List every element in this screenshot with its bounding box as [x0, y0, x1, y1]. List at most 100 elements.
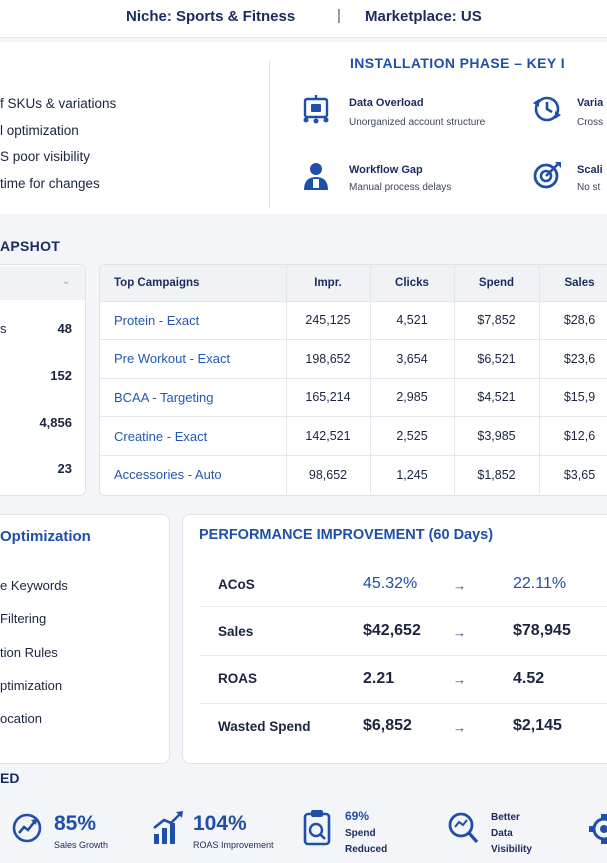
table-cell: 245,125 [286, 301, 371, 341]
challenge-item: S poor visibility [0, 149, 91, 164]
metric-after: $2,145 [513, 717, 562, 734]
challenges-panel [0, 42, 607, 214]
stat-caption: ROAS Improvement [193, 840, 274, 850]
scaling-target-icon [531, 160, 563, 192]
stat-caption: Better [491, 812, 520, 823]
table-cell: $7,852 [454, 301, 540, 341]
performance-title: PERFORMANCE IMPROVEMENT (60 Days) [199, 527, 494, 543]
table-cell: $6,521 [454, 339, 540, 379]
table-cell: 198,652 [286, 339, 371, 379]
table-header-row: Top Campaigns Impr. Clicks Spend Sales [100, 265, 607, 302]
snapshot-row-value: 23 [57, 461, 72, 476]
table-cell: $3,65 [539, 455, 607, 494]
spend-clipboard-icon [301, 808, 333, 846]
installation-phase-title: INSTALLATION PHASE – KEY I [350, 55, 565, 71]
optimization-title: Optimization [0, 528, 91, 545]
table-cell: $4,521 [454, 378, 540, 418]
arrow-right-icon: → [453, 720, 466, 735]
table-row: Protein - Exact 245,125 4,521 $7,852 $28… [100, 301, 607, 341]
table-row: Accessories - Auto 98,652 1,245 $1,852 $… [100, 455, 607, 494]
column-header[interactable]: Spend [454, 265, 540, 302]
stat-caption: Spend [345, 828, 376, 839]
stat-caption: Visibility [491, 844, 532, 855]
issue-title: Workflow Gap [349, 164, 423, 176]
metric-label: Sales [218, 624, 254, 639]
campaign-link[interactable]: Accessories - Auto [100, 455, 287, 494]
vertical-divider [269, 60, 270, 208]
chevron-down-icon[interactable]: ⌄ [62, 276, 71, 287]
metric-before: $6,852 [363, 717, 412, 734]
issue-subtitle: No st [577, 182, 601, 193]
table-row: BCAA - Targeting 165,214 2,985 $4,521 $1… [100, 378, 607, 418]
challenge-item: time for changes [0, 176, 100, 191]
stat-value: 69% [345, 809, 370, 823]
results-label: ED [0, 770, 20, 786]
campaign-link[interactable]: Pre Workout - Exact [100, 339, 287, 379]
column-header[interactable]: Sales [539, 265, 607, 302]
campaign-link[interactable]: BCAA - Targeting [100, 378, 287, 418]
table-cell: 2,525 [370, 416, 455, 456]
marketplace-label: Marketplace: US [365, 8, 482, 25]
snapshot-row-label: s [0, 321, 7, 336]
metric-label: ACoS [218, 577, 255, 592]
stat-caption: Data [491, 828, 513, 839]
table-cell: $28,6 [539, 301, 607, 341]
row-divider [199, 655, 607, 656]
gear-icon [587, 812, 607, 846]
metric-after: $78,945 [513, 622, 571, 639]
table-cell: $1,852 [454, 455, 540, 494]
row-divider [199, 606, 607, 607]
metric-before: $42,652 [363, 622, 421, 639]
table-cell: 3,654 [370, 339, 455, 379]
campaign-link[interactable]: Creatine - Exact [100, 416, 287, 456]
column-header[interactable]: Impr. [286, 265, 371, 302]
snapshot-label: APSHOT [0, 238, 61, 254]
column-header[interactable]: Top Campaigns [100, 265, 287, 302]
column-header[interactable]: Clicks [370, 265, 455, 302]
campaign-link[interactable]: Protein - Exact [100, 301, 287, 341]
snapshot-row-value: 152 [50, 368, 72, 383]
table-cell: 142,521 [286, 416, 371, 456]
table-cell: 2,985 [370, 378, 455, 418]
data-overload-icon [300, 93, 332, 125]
performance-card [182, 514, 607, 764]
niche-label: Niche: Sports & Fitness [126, 8, 296, 25]
header-bar [0, 0, 607, 38]
optimization-item: Filtering [0, 611, 47, 626]
user-icon [300, 160, 332, 192]
arrow-right-icon: → [453, 672, 466, 687]
sales-growth-icon [10, 810, 44, 846]
table-cell: 4,521 [370, 301, 455, 341]
challenge-item: f SKUs & variations [0, 96, 117, 111]
roas-chart-icon [151, 810, 185, 846]
stat-value: 85% [54, 812, 97, 835]
challenge-item: l optimization [0, 123, 79, 138]
snapshot-row-value: 48 [57, 321, 72, 336]
table-cell: $12,6 [539, 416, 607, 456]
table-cell: $15,9 [539, 378, 607, 418]
optimization-item: ptimization [0, 678, 63, 693]
metric-after: 22.11% [513, 575, 567, 592]
data-search-icon [446, 810, 480, 846]
table-cell: $23,6 [539, 339, 607, 379]
table-row: Creatine - Exact 142,521 2,525 $3,985 $1… [100, 416, 607, 456]
metric-label: Wasted Spend [218, 719, 311, 734]
table-cell: $3,985 [454, 416, 540, 456]
metric-before: 45.32% [363, 575, 418, 592]
issue-subtitle: Manual process delays [349, 182, 452, 193]
snapshot-header [0, 266, 85, 300]
row-divider [199, 703, 607, 704]
top-campaigns-table: Top Campaigns Impr. Clicks Spend Sales P… [100, 265, 607, 494]
issue-subtitle: Cross [577, 117, 604, 128]
stat-caption: Reduced [345, 844, 388, 855]
optimization-item: ocation [0, 711, 42, 726]
issue-title: Data Overload [349, 97, 424, 109]
stat-caption: Sales Growth [54, 840, 109, 850]
header-separator: | [337, 7, 341, 24]
arrow-right-icon: → [453, 578, 466, 593]
top-campaigns-table-card: Top Campaigns Impr. Clicks Spend Sales P… [99, 264, 607, 496]
issue-subtitle: Unorganized account structure [349, 117, 486, 128]
issue-title: Scali [577, 164, 603, 176]
table-cell: 165,214 [286, 378, 371, 418]
metric-after: 4.52 [513, 670, 545, 687]
